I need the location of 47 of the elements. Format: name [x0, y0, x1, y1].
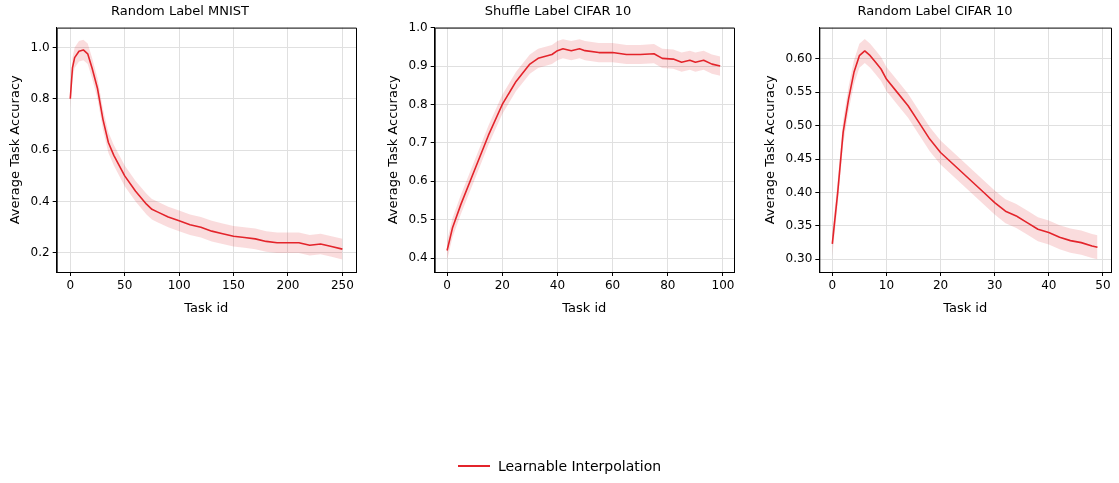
y-axis-title: Average Task Accuracy: [385, 74, 401, 225]
x-tick-label: 20: [932, 278, 949, 293]
y-tick-label: 1.0: [408, 19, 428, 34]
x-tick-label: 40: [1041, 278, 1057, 293]
x-tick-label: 40: [549, 278, 566, 293]
y-tick-label: 0.9: [408, 58, 428, 73]
x-tick-label: 0: [443, 278, 451, 293]
x-axis-title: Task id: [561, 299, 607, 315]
x-tick-label: 200: [276, 278, 300, 293]
y-tick-label: 0.6: [30, 142, 50, 157]
y-axis-title: Average Task Accuracy: [7, 74, 23, 225]
y-tick-label: 0.8: [30, 90, 50, 105]
y-tick-label: 1.0: [30, 39, 50, 54]
legend-label: Learnable Interpolation: [497, 458, 662, 474]
y-tick-label: 0.35: [785, 218, 813, 233]
y-tick-label: 0.6: [408, 173, 428, 188]
y-tick-label: 0.8: [408, 96, 428, 111]
y-axis-title: Average Task Accuracy: [762, 74, 778, 225]
x-tick-label: 80: [660, 278, 676, 293]
x-tick-label: 100: [711, 278, 735, 293]
x-tick-label: 50: [117, 278, 133, 293]
x-tick-label: 0: [66, 278, 75, 293]
y-tick-label: 0.55: [785, 84, 813, 99]
y-tick-label: 0.60: [785, 51, 813, 66]
x-tick-label: 20: [494, 278, 510, 293]
x-tick-label: 100: [167, 278, 191, 293]
y-tick-label: 0.45: [785, 151, 813, 166]
chart-title: Shuffle Label CIFAR 10: [484, 3, 632, 19]
x-axis-title: Task id: [942, 299, 988, 315]
x-tick-label: 60: [604, 278, 621, 293]
y-tick-label: 0.4: [30, 193, 50, 208]
y-tick-label: 0.50: [785, 117, 813, 132]
y-tick-label: 0.4: [408, 250, 428, 265]
y-tick-label: 0.5: [408, 211, 428, 226]
x-tick-label: 10: [878, 278, 895, 293]
x-tick-label: 250: [330, 278, 354, 293]
x-tick-label: 50: [1095, 278, 1111, 293]
x-tick-label: 30: [987, 278, 1003, 293]
y-tick-label: 0.30: [785, 251, 813, 266]
x-tick-label: 150: [222, 278, 246, 293]
chart-title: Random Label MNIST: [110, 3, 250, 19]
x-tick-label: 0: [828, 278, 837, 293]
y-tick-label: 0.7: [408, 135, 428, 150]
y-tick-label: 0.2: [30, 245, 50, 260]
x-axis-title: Task id: [183, 299, 229, 315]
y-tick-label: 0.40: [785, 184, 813, 199]
chart-title: Random Label CIFAR 10: [857, 3, 1013, 19]
